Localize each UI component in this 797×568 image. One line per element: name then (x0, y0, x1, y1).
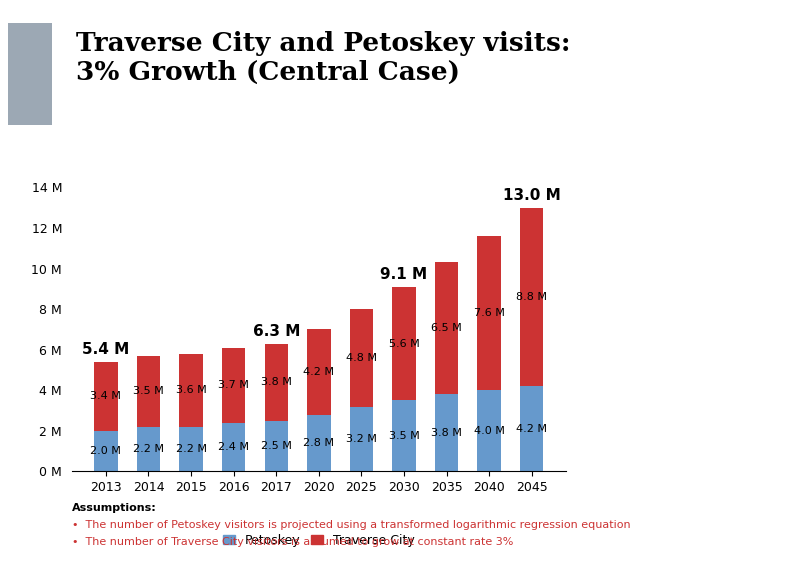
Text: •  The number of Traverse City visitors is assumed to grow at constant rate 3%: • The number of Traverse City visitors i… (72, 537, 513, 547)
Text: 2.5 M: 2.5 M (261, 441, 292, 451)
Bar (265, 344, 288, 421)
Bar (179, 354, 202, 427)
Text: 5.6 M: 5.6 M (389, 339, 419, 349)
Bar (137, 356, 160, 427)
Bar (94, 431, 118, 471)
Bar (94, 362, 118, 431)
Bar (392, 287, 416, 400)
Bar (350, 407, 373, 471)
Text: 2.4 M: 2.4 M (218, 442, 249, 452)
Text: 2.2 M: 2.2 M (133, 444, 164, 454)
Text: 3.7 M: 3.7 M (218, 380, 249, 390)
Text: 2.2 M: 2.2 M (175, 444, 206, 454)
Bar (350, 309, 373, 407)
Text: 3.8 M: 3.8 M (261, 377, 292, 387)
Bar (520, 208, 544, 386)
Bar (477, 236, 501, 390)
Text: 5.4 M: 5.4 M (82, 342, 130, 357)
Text: 3.2 M: 3.2 M (346, 434, 377, 444)
Text: 4.0 M: 4.0 M (473, 426, 505, 436)
Bar (435, 262, 458, 394)
Text: 8.8 M: 8.8 M (516, 292, 548, 302)
Bar (222, 348, 245, 423)
Text: 4.8 M: 4.8 M (346, 353, 377, 363)
Bar (477, 390, 501, 471)
Text: 4.2 M: 4.2 M (304, 367, 334, 377)
Text: 9.1 M: 9.1 M (380, 267, 427, 282)
Bar (392, 400, 416, 471)
Bar (307, 415, 331, 471)
Text: 2.0 M: 2.0 M (91, 446, 121, 456)
Text: 2.8 M: 2.8 M (304, 438, 334, 448)
Legend: Petoskey, Traverse City: Petoskey, Traverse City (218, 529, 420, 552)
Bar (307, 329, 331, 415)
Bar (265, 421, 288, 471)
Text: 13.0 M: 13.0 M (503, 187, 560, 203)
Text: •  The number of Petoskey visitors is projected using a transformed logarithmic : • The number of Petoskey visitors is pro… (72, 520, 630, 530)
Text: Assumptions:: Assumptions: (72, 503, 156, 513)
Bar (222, 423, 245, 471)
Text: 3.5 M: 3.5 M (389, 431, 419, 441)
Text: 3.8 M: 3.8 M (431, 428, 462, 438)
Bar (435, 394, 458, 471)
Text: 6.5 M: 6.5 M (431, 323, 462, 333)
Bar (520, 386, 544, 471)
Text: 3.5 M: 3.5 M (133, 386, 164, 396)
Text: Traverse City and Petoskey visits:: Traverse City and Petoskey visits: (76, 31, 570, 56)
Bar (137, 427, 160, 471)
Text: 6.3 M: 6.3 M (253, 324, 300, 339)
Text: 7.6 M: 7.6 M (473, 308, 505, 318)
Text: 4.2 M: 4.2 M (516, 424, 548, 434)
Text: 3% Growth (Central Case): 3% Growth (Central Case) (76, 60, 460, 85)
Bar (179, 427, 202, 471)
Text: 3.4 M: 3.4 M (91, 391, 121, 402)
Text: 3.6 M: 3.6 M (175, 385, 206, 395)
